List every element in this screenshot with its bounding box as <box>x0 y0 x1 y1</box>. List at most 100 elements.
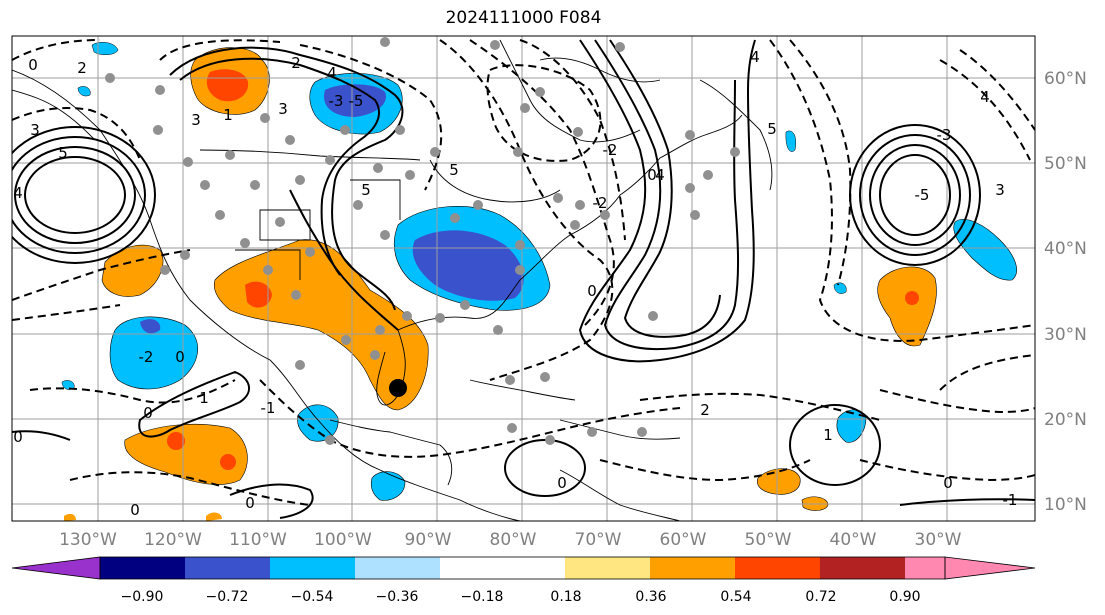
contour-label: -5 <box>915 186 930 204</box>
shade-orange <box>64 513 76 521</box>
colorbar-tick-label: 0.72 <box>805 589 836 605</box>
station-dot <box>160 265 170 275</box>
contour-solid <box>289 189 399 331</box>
colorbar-tick-label: 0.90 <box>889 589 920 605</box>
shade-orange <box>206 512 222 521</box>
station-dot <box>153 125 163 135</box>
station-dot <box>703 170 713 180</box>
station-dot <box>540 372 550 382</box>
lon-tick-label: 50°W <box>745 530 792 550</box>
contour-dashed <box>486 64 602 162</box>
contour-label: -1 <box>1003 491 1018 509</box>
station-dot <box>215 210 225 220</box>
colorbar-segment <box>735 557 820 579</box>
station-dot <box>493 325 503 335</box>
contour-dashed <box>959 49 1035 131</box>
colorbar-tick-label: 0.18 <box>550 589 581 605</box>
contour-label: 2 <box>77 59 87 77</box>
contour-label-layer: 0 2 4 3 2 3 5 1 3 5 4 -2 0 0 1 0 0 0 -1 … <box>13 48 1017 519</box>
contour-dashed <box>29 379 236 404</box>
station-dot <box>260 113 270 123</box>
contour-label: 3 <box>995 181 1005 199</box>
contour-label: -2 <box>593 194 608 212</box>
shade-lightblue <box>833 282 847 294</box>
contour-label: 4 <box>327 64 337 82</box>
contour-label: -5 <box>349 92 364 110</box>
station-dot <box>513 147 523 157</box>
lon-tick-label: 70°W <box>575 530 622 550</box>
lon-tick-label: 80°W <box>490 530 537 550</box>
contour-lines <box>12 39 1035 519</box>
lon-tick-label: 100°W <box>314 530 372 550</box>
shade-lightblue <box>109 316 199 390</box>
station-dot <box>373 163 383 173</box>
lon-tick-labels: 130°W 120°W 110°W 100°W 90°W 80°W 70°W 6… <box>59 530 962 550</box>
station-dot <box>430 147 440 157</box>
contour-label: 5 <box>58 144 68 162</box>
lat-tick-label: 50°N <box>1044 154 1087 174</box>
map-frame <box>11 35 1036 522</box>
station-dot <box>505 375 515 385</box>
lat-tick-label: 60°N <box>1044 69 1087 89</box>
lon-tick-label: 110°W <box>229 530 287 550</box>
colorbar-segment <box>185 557 270 579</box>
station-dot <box>180 250 190 260</box>
shade-lightblue <box>836 409 867 443</box>
colorbar-tick-label: −0.18 <box>461 589 504 605</box>
contour-dashed <box>12 249 191 301</box>
contour-dashed <box>599 459 811 482</box>
contour-solid <box>138 370 250 438</box>
shade-lightblue <box>370 471 406 501</box>
shade-lightblue <box>77 86 91 97</box>
contour-label: 0 <box>943 474 953 492</box>
contour-solid <box>609 39 721 338</box>
contour-solid <box>12 136 146 254</box>
contour-label: 0 <box>28 56 38 74</box>
station-dot <box>573 127 583 137</box>
lon-tick-label: 60°W <box>660 530 707 550</box>
station-dot <box>395 125 405 135</box>
lat-tick-label: 20°N <box>1044 410 1087 430</box>
contour-dashed <box>519 39 626 241</box>
contour-dashed <box>639 392 881 421</box>
contour-dashed <box>69 471 311 506</box>
colorbar-extend-high <box>944 556 1036 580</box>
contour-label: -2 <box>139 348 154 366</box>
contour-label: 4 <box>655 166 665 184</box>
contour-label: 5 <box>449 161 459 179</box>
station-dot <box>295 360 305 370</box>
contour-dashed <box>769 39 1035 342</box>
contour-dashed <box>12 304 121 321</box>
contour-label: 0 <box>587 282 597 300</box>
colorbar-segment <box>565 557 650 579</box>
lon-tick-label: 40°W <box>830 530 877 550</box>
colorbar-tick-label: −0.54 <box>291 589 334 605</box>
station-dot <box>637 427 647 437</box>
station-dot <box>520 103 530 113</box>
contour-solid <box>179 57 380 276</box>
station-dot <box>402 311 412 321</box>
contour-dashed <box>859 459 1035 482</box>
shade-red <box>905 291 919 305</box>
station-dot <box>515 240 525 250</box>
station-dot <box>155 85 165 95</box>
contour-label: 0 <box>557 474 567 492</box>
contour-solid <box>859 134 971 256</box>
contour-label: 4 <box>750 48 760 66</box>
station-dot <box>353 200 363 210</box>
station-dot <box>225 150 235 160</box>
station-dot <box>600 210 610 220</box>
contour-label: -3 <box>329 92 344 110</box>
contour-dashed <box>789 39 852 286</box>
station-dot <box>183 157 193 167</box>
station-dot <box>490 40 500 50</box>
contour-solid <box>169 46 404 311</box>
lon-tick-label: 30°W <box>915 530 962 550</box>
contour-dashed <box>259 379 681 458</box>
contour-label: 0 <box>143 404 153 422</box>
coastlines <box>12 39 773 521</box>
colorbar-segment <box>100 557 185 579</box>
contour-solid <box>12 126 156 264</box>
colorbar-segment <box>440 557 565 579</box>
contour-label: 3 <box>191 111 201 129</box>
